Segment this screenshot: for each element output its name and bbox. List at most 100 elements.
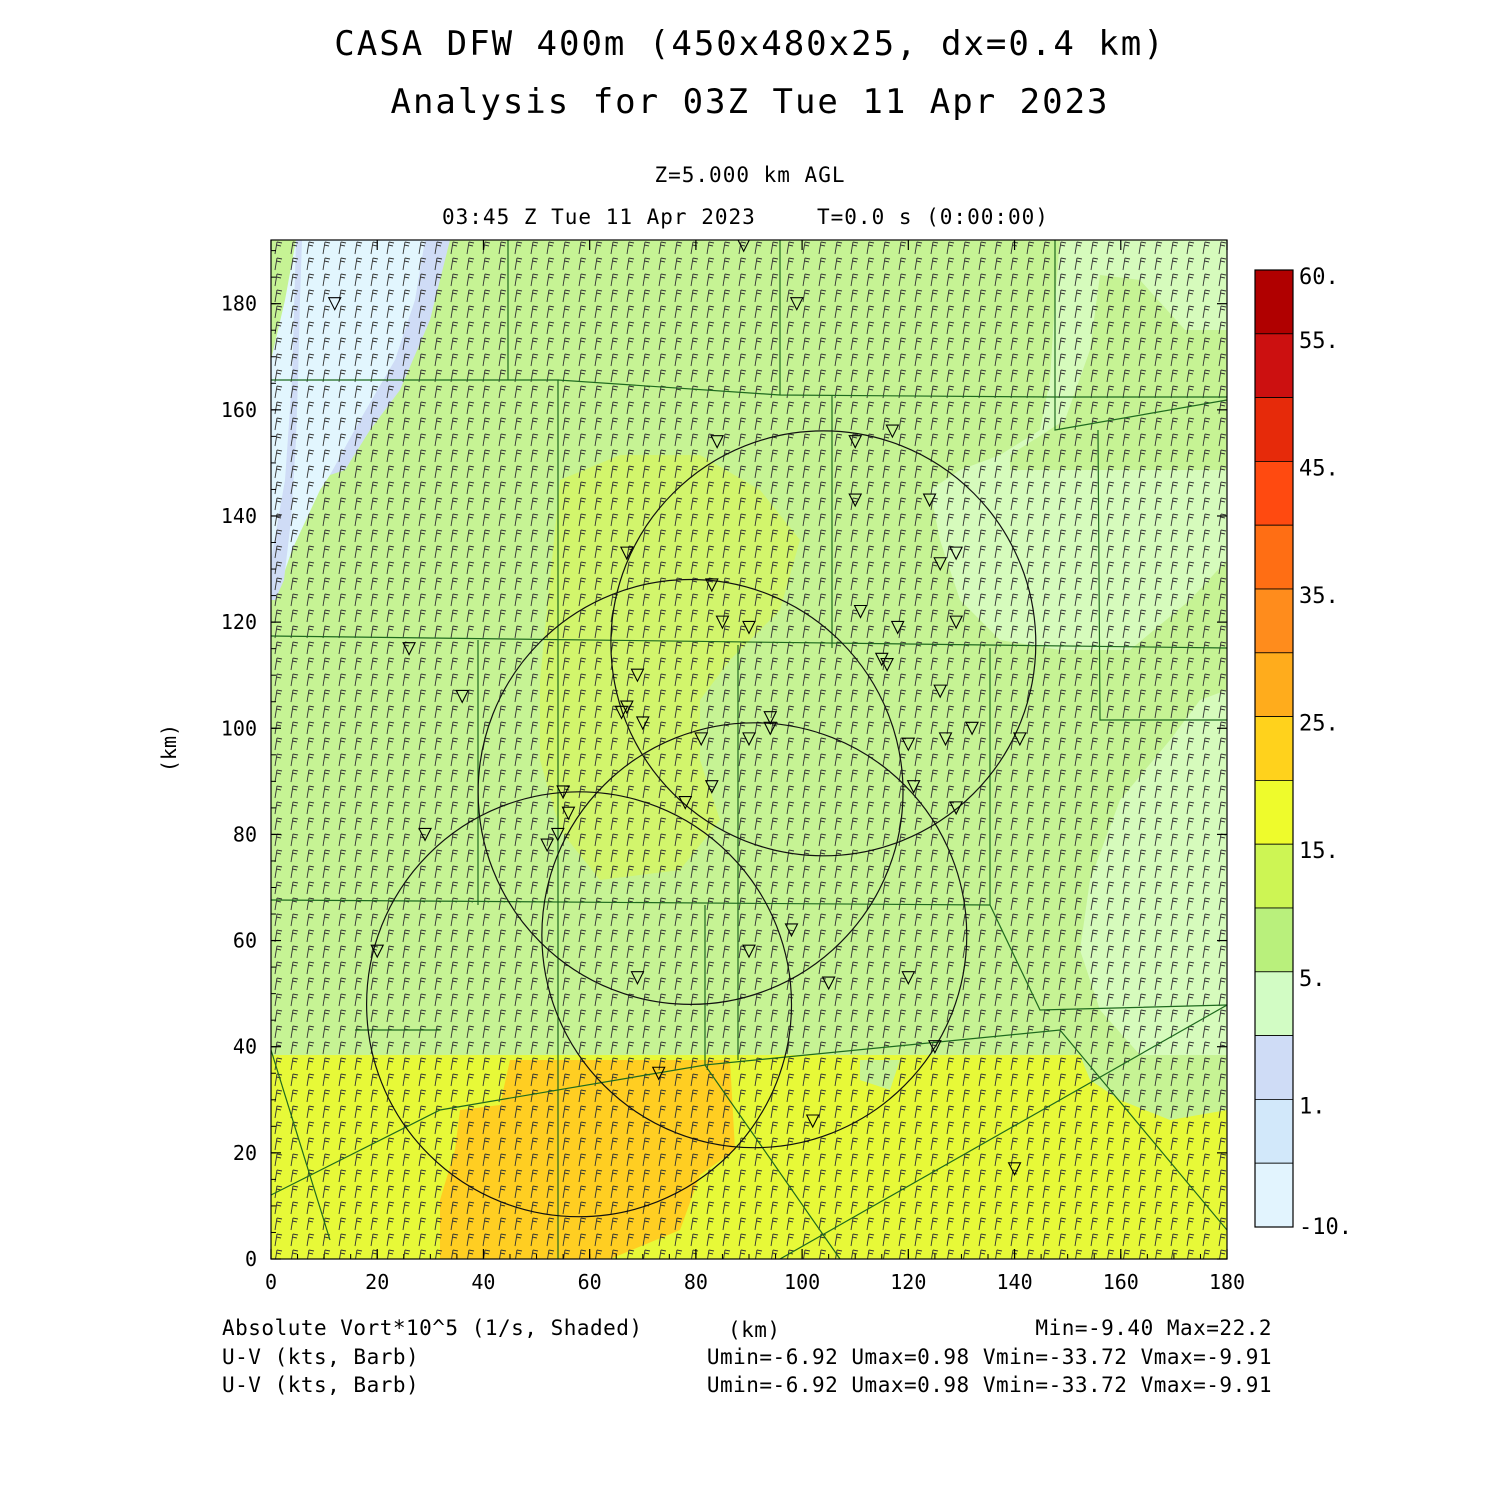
y-tick-label: 60 — [233, 929, 257, 953]
y-tick-label: 0 — [245, 1247, 257, 1271]
colorbar-label: 15. — [1299, 839, 1339, 864]
x-tick-label: 180 — [1209, 1270, 1245, 1294]
station-marker — [619, 700, 634, 715]
colorbar-label: 25. — [1299, 712, 1339, 737]
y-tick-label: 140 — [221, 504, 257, 528]
station-marker — [901, 737, 916, 752]
colorbar-segment — [1254, 1162, 1294, 1228]
y-tick-label: 180 — [221, 292, 257, 316]
colorbar-label: -10. — [1299, 1215, 1352, 1240]
station-marker — [922, 493, 937, 508]
x-tick-label: 160 — [1103, 1270, 1139, 1294]
station-marker — [710, 435, 725, 449]
station-marker — [848, 435, 863, 449]
colorbar-segment — [1254, 588, 1294, 654]
radar-ring-1 — [610, 430, 1037, 857]
x-tick-label: 60 — [578, 1270, 602, 1294]
station-marker — [737, 240, 750, 253]
x-tick-label: 120 — [890, 1270, 926, 1294]
x-tick-label: 140 — [996, 1270, 1032, 1294]
station-marker — [556, 785, 571, 800]
station-marker — [651, 1066, 666, 1081]
colorbar-segment — [1254, 397, 1294, 462]
station-marker — [715, 615, 730, 630]
elapsed-time: T=0.0 s (0:00:00) — [817, 205, 1049, 229]
radar-ring-2 — [477, 578, 904, 1006]
station-marker — [949, 546, 964, 561]
station-marker — [614, 705, 629, 720]
station-marker — [853, 604, 868, 619]
level-label: Z=5.000 km AGL — [654, 163, 846, 187]
station-marker — [561, 806, 576, 821]
colorbar-segment — [1254, 780, 1294, 845]
title-line-1: CASA DFW 400m (450x480x25, dx=0.4 km) — [334, 24, 1166, 64]
station-marker — [933, 684, 948, 699]
colorbar-segment — [1254, 1035, 1294, 1100]
station-marker — [630, 668, 645, 683]
station-marker — [763, 711, 778, 725]
colorbar: 60. 55. 45. 35. 25. 15. 5. 1. -10. — [1254, 265, 1352, 1240]
station-marker — [742, 944, 756, 959]
station-marker — [965, 721, 979, 736]
station-marker — [455, 689, 470, 704]
colorbar-label: 35. — [1299, 584, 1339, 609]
y-tick-label: 20 — [233, 1141, 257, 1165]
barb-stats-1: Umin=-6.92 Umax=0.98 Vmin=-33.72 Vmax=-9… — [706, 1345, 1272, 1369]
station-marker — [678, 796, 693, 810]
station-marker — [694, 732, 709, 747]
colorbar-frame — [1254, 269, 1294, 1228]
station-marker — [784, 923, 799, 938]
colorbar-segment — [1254, 907, 1294, 973]
station-marker — [874, 652, 889, 667]
y-axis-ticks: 0 20 40 60 80 100 120 140 160 180 — [221, 250, 1227, 1271]
radar-range-rings — [365, 430, 1037, 1218]
station-marker — [402, 642, 416, 656]
barb-stats-2: Umin=-6.92 Umax=0.98 Vmin=-33.72 Vmax=-9… — [706, 1373, 1272, 1397]
y-tick-label: 160 — [221, 398, 257, 422]
x-tick-label: 80 — [684, 1270, 708, 1294]
barb-label-2: U-V (kts, Barb) — [222, 1373, 420, 1397]
colorbar-segment — [1254, 1099, 1294, 1164]
station-marker — [938, 732, 953, 747]
x-axis-label: (km) — [728, 1318, 781, 1342]
colorbar-label: 5. — [1299, 967, 1326, 992]
station-marker — [619, 546, 634, 561]
station-marker — [949, 615, 964, 630]
x-tick-label: 40 — [471, 1270, 495, 1294]
station-marker — [635, 716, 650, 731]
station-marker — [370, 944, 385, 959]
station-marker — [704, 780, 719, 794]
station-marker — [704, 578, 719, 593]
station-marker — [890, 620, 905, 635]
station-marker — [885, 424, 900, 439]
valid-time: 03:45 Z Tue 11 Apr 2023 — [442, 205, 756, 229]
y-tick-label: 100 — [221, 716, 257, 740]
station-marker — [789, 297, 804, 311]
station-marker — [821, 976, 836, 991]
station-marker — [742, 732, 756, 747]
station-marker — [742, 620, 756, 635]
station-marker — [901, 971, 916, 985]
x-tick-label: 0 — [265, 1270, 277, 1294]
station-marker — [763, 721, 778, 736]
field-barbs — [271, 240, 1227, 1259]
title-line-2: Analysis for 03Z Tue 11 Apr 2023 — [390, 82, 1110, 122]
county-borders — [271, 240, 1227, 1259]
station-marker — [927, 1040, 942, 1054]
colorbar-segment — [1254, 843, 1294, 909]
colorbar-segment — [1254, 333, 1294, 398]
x-tick-label: 100 — [784, 1270, 820, 1294]
colorbar-label: 1. — [1299, 1094, 1326, 1119]
y-tick-label: 40 — [233, 1035, 257, 1059]
y-tick-label: 80 — [233, 822, 257, 846]
station-marker — [327, 297, 342, 311]
station-marker — [1007, 1162, 1022, 1177]
y-axis-label: (km) — [157, 724, 181, 772]
vorticity-shading — [271, 240, 1227, 1259]
station-marker — [933, 557, 948, 571]
station-marker — [949, 801, 964, 816]
colorbar-segment — [1254, 460, 1294, 526]
colorbar-segment — [1254, 652, 1294, 717]
station-marker — [805, 1114, 820, 1129]
